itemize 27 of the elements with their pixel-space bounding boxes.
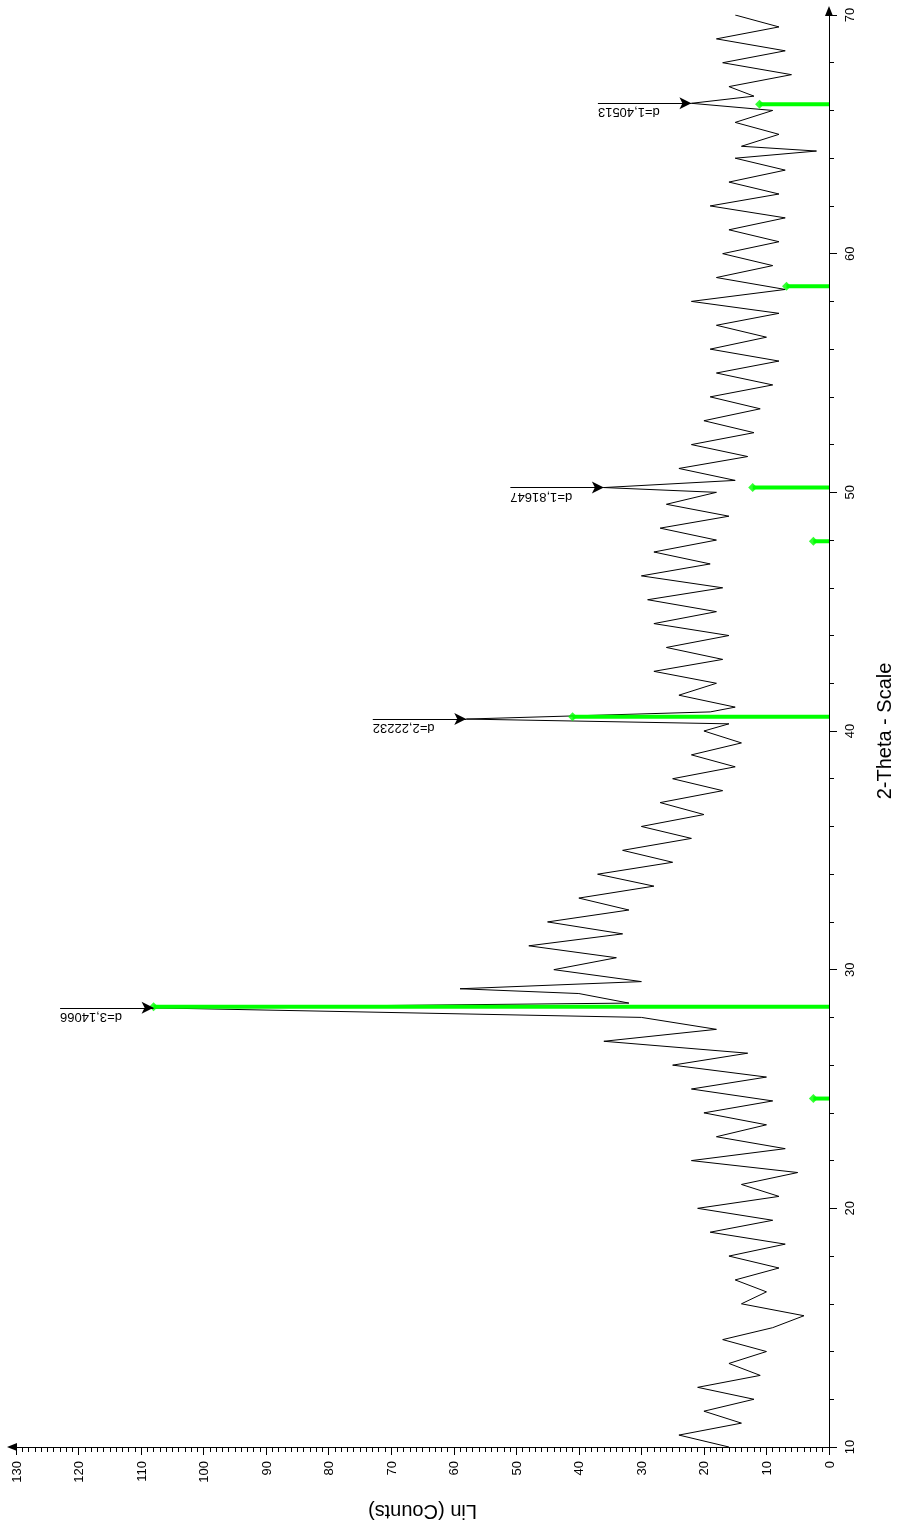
x-tick-label: 90 bbox=[258, 1461, 274, 1476]
x-tick-label: 10 bbox=[758, 1461, 774, 1476]
y-tick-label: 70 bbox=[842, 7, 857, 23]
y-tick-label: 10 bbox=[842, 1439, 857, 1455]
x-tick-label: 0 bbox=[821, 1461, 837, 1469]
x-tick-label: 100 bbox=[196, 1461, 212, 1483]
annotation: d=1,40513 bbox=[597, 105, 660, 121]
x-axis-title: Lin (Counts) bbox=[368, 1501, 477, 1523]
annotation: d=3,14066 bbox=[60, 1009, 122, 1025]
y-axis-title: 2-Theta - Scale bbox=[873, 662, 895, 800]
y-tick-label: 30 bbox=[842, 962, 857, 977]
x-tick-label: 50 bbox=[508, 1461, 524, 1476]
x-tick-label: 130 bbox=[8, 1461, 24, 1483]
y-tick-label: 20 bbox=[842, 1201, 857, 1216]
annotation: d=2,22232 bbox=[372, 721, 435, 737]
x-tick-label: 110 bbox=[133, 1461, 149, 1482]
y-tick-label: 50 bbox=[842, 485, 857, 500]
x-tick-label: 120 bbox=[71, 1461, 87, 1483]
y-tick-label: 40 bbox=[842, 723, 857, 739]
x-tick-label: 80 bbox=[321, 1461, 337, 1476]
x-tick-label: 20 bbox=[696, 1461, 712, 1476]
x-tick-label: 70 bbox=[383, 1461, 399, 1476]
x-tick-label: 30 bbox=[633, 1461, 649, 1476]
annotation: d=1,81647 bbox=[510, 489, 573, 505]
y-tick-label: 60 bbox=[842, 246, 857, 261]
x-tick-label: 60 bbox=[446, 1461, 462, 1476]
x-tick-label: 40 bbox=[571, 1461, 587, 1476]
